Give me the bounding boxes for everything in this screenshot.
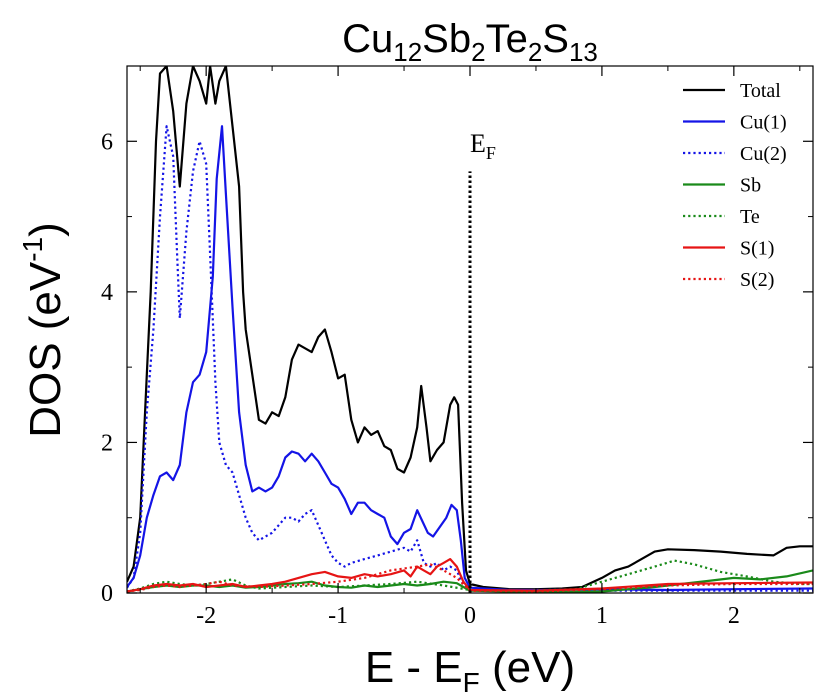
- y-tick-label: 0: [101, 581, 113, 607]
- fermi-level-label: EF: [470, 129, 496, 163]
- x-tick-label: -1: [328, 603, 348, 629]
- x-axis-label: E - EF (eV): [365, 643, 575, 698]
- y-tick-label: 6: [101, 129, 113, 155]
- x-tick-label: 0: [464, 603, 476, 629]
- fermi-layer: EF: [468, 129, 496, 593]
- series-line-s2: [127, 563, 813, 593]
- ticks-layer: -2 -1 0 1 2 0 2 4 6: [101, 65, 813, 629]
- x-tick-label: 1: [596, 603, 608, 629]
- legend-label-sb: Sb: [740, 175, 761, 197]
- legend-label-s1: S(1): [740, 238, 774, 260]
- legend-label-cu1: Cu(1): [740, 112, 787, 134]
- y-tick-label: 2: [101, 430, 113, 456]
- series-line-total: [127, 66, 813, 591]
- plot-frame: [126, 65, 814, 594]
- legend-label-cu2: Cu(2): [740, 143, 787, 165]
- legend-label-total: Total: [740, 80, 781, 102]
- x-tick-label: -2: [196, 603, 216, 629]
- legend: Total Cu(1) Cu(2) Sb Te S(1) S(2): [683, 80, 787, 291]
- series-line-cu2: [127, 125, 813, 592]
- y-axis-label: DOS (eV-1): [17, 222, 70, 438]
- x-tick-label: 2: [728, 603, 740, 629]
- legend-label-te: Te: [740, 206, 760, 228]
- y-tick-label: 4: [101, 280, 113, 306]
- legend-label-s2: S(2): [740, 269, 774, 291]
- series-line-cu1: [127, 125, 813, 592]
- chart-title: Cu12Sb2Te2S13: [342, 17, 598, 67]
